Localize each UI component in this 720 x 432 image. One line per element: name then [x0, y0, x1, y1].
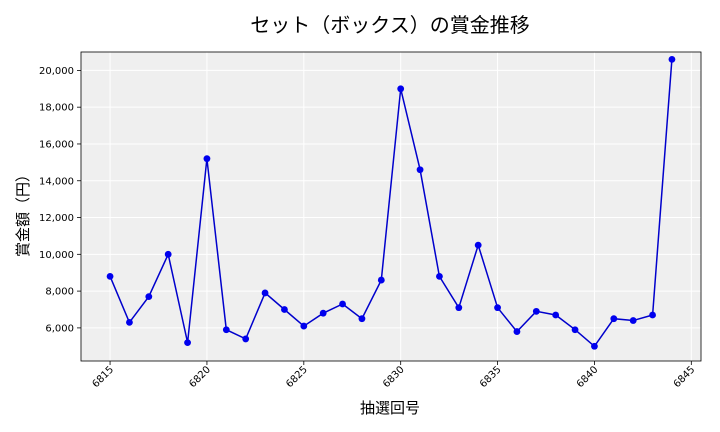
grid-lines — [81, 52, 701, 361]
data-point-6832 — [436, 272, 443, 280]
data-point-6831 — [416, 166, 424, 174]
x-tick-label-6825: 6825 — [284, 364, 310, 390]
y-tick-label-14000: 14,000 — [39, 176, 74, 187]
y-tick-label-6000: 6,000 — [45, 323, 74, 334]
y-tick-label-16000: 16,000 — [39, 139, 74, 150]
data-point-6843 — [649, 311, 656, 319]
data-point-6818 — [164, 250, 172, 258]
y-tick-label-8000: 8,000 — [45, 287, 74, 298]
data-point-6840 — [591, 342, 598, 350]
data-point-6830 — [397, 85, 405, 93]
data-point-6837 — [532, 307, 540, 315]
y-axis-ticks: 6,000 8,000 10,000 12,000 14,000 16,000 18,000… — [39, 66, 81, 334]
data-point-6829 — [377, 276, 385, 284]
data-point-6838 — [552, 311, 560, 319]
data-point-6824 — [281, 306, 288, 313]
x-tick-label-6815: 6815 — [90, 364, 116, 390]
x-axis-label: 抽選回号 — [360, 399, 420, 417]
data-point-6825 — [300, 322, 308, 330]
y-tick-label-10000: 10,000 — [39, 250, 74, 261]
chart-title: セット（ボックス）の賞金推移 — [250, 13, 529, 37]
data-point-6817 — [145, 293, 153, 301]
y-tick-label-18000: 18,000 — [39, 103, 74, 114]
data-point-6836 — [513, 328, 521, 335]
y-tick-label-20000: 20,000 — [39, 66, 74, 77]
data-point-6828 — [358, 315, 366, 323]
x-tick-label-6835: 6835 — [478, 364, 504, 390]
data-point-6835 — [494, 304, 501, 312]
y-axis-label: 賞金額（円） — [14, 167, 32, 257]
data-point-6844 — [668, 55, 676, 63]
data-points — [106, 55, 676, 350]
data-point-6834 — [474, 241, 482, 249]
data-point-6827 — [339, 300, 346, 308]
data-point-6815 — [106, 272, 114, 280]
data-point-6822 — [242, 335, 250, 343]
data-point-6833 — [455, 304, 463, 312]
x-tick-label-6845: 6845 — [672, 364, 698, 390]
y-tick-label-12000: 12,000 — [39, 213, 74, 224]
data-point-6823 — [261, 289, 269, 297]
data-point-6841 — [610, 315, 618, 323]
x-axis-ticks: 6815 6820 6825 6830 6835 6840 6845 — [90, 361, 697, 390]
plot-area — [81, 52, 701, 361]
data-point-6821 — [222, 326, 230, 334]
x-tick-label-6840: 6840 — [575, 364, 601, 390]
x-tick-label-6830: 6830 — [381, 364, 407, 390]
data-point-6842 — [629, 317, 637, 324]
data-point-6839 — [571, 326, 579, 334]
data-point-6820 — [203, 155, 211, 163]
series-line — [109, 59, 673, 348]
x-tick-label-6820: 6820 — [187, 364, 213, 390]
axes — [80, 51, 702, 362]
data-point-6819 — [184, 339, 191, 347]
plot-frame — [80, 51, 702, 362]
data-point-6816 — [126, 318, 133, 326]
data-point-6826 — [319, 309, 327, 317]
